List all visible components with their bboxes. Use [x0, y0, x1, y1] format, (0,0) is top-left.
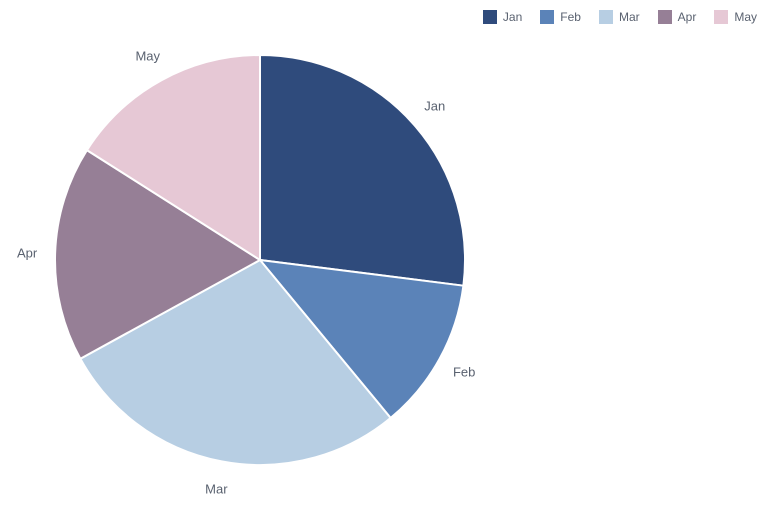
slice-label-apr: Apr	[17, 245, 37, 260]
pie-chart	[0, 0, 777, 514]
slice-label-mar: Mar	[205, 481, 227, 496]
pie-slice-jan[interactable]	[260, 55, 465, 286]
slice-label-may: May	[135, 48, 160, 63]
slice-label-feb: Feb	[453, 365, 475, 380]
slice-label-jan: Jan	[424, 98, 445, 113]
pie-chart-container: Jan Feb Mar Apr May JanFebMarAprMay	[0, 0, 777, 514]
